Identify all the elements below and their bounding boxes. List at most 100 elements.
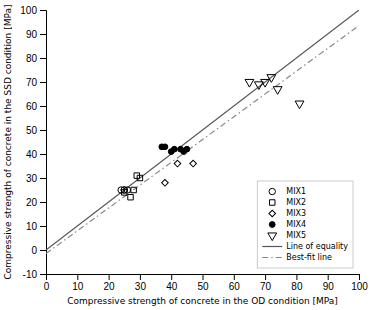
x-tick-label: 20 [104, 281, 116, 292]
y-tick-mark [40, 226, 46, 227]
legend: MIX1 MIX2 MIX3 MIX4 MIX5 Line of equality Best… [257, 181, 353, 268]
y-tick: 10 [26, 221, 46, 232]
y-tick-label: 10 [26, 221, 38, 232]
x-tick-mark [296, 274, 297, 280]
y-tick: -10 [23, 269, 46, 280]
x-tick: 10 [72, 274, 84, 292]
point [122, 190, 127, 195]
x-tick-mark [203, 274, 204, 280]
point [174, 160, 181, 167]
x-tick-label: 80 [291, 281, 303, 292]
legend-swatch [262, 246, 282, 247]
y-tick-label: 30 [26, 173, 38, 184]
x-tick-label: 70 [260, 281, 272, 292]
x-tick-mark [328, 274, 329, 280]
y-tick-mark [40, 250, 46, 251]
y-tick-mark [40, 82, 46, 83]
y-tick-mark [40, 178, 46, 179]
point [267, 75, 276, 83]
point [171, 146, 177, 152]
y-tick-mark [40, 106, 46, 107]
point [273, 87, 282, 95]
x-tick-label: 60 [229, 281, 241, 292]
y-axis: -10 0 10 20 30 40 50 60 70 80 90 100 [20, 5, 46, 280]
y-tick-mark [40, 202, 46, 203]
legend-label: MIX3 [286, 209, 306, 218]
y-axis-title: Compressive strength of concrete in the … [3, 4, 13, 279]
x-tick-mark [109, 274, 110, 280]
y-tick: 0 [31, 245, 46, 256]
point [245, 79, 254, 87]
legend-item: MIX5 [268, 231, 306, 240]
x-tick-mark [265, 274, 266, 280]
x-axis-line [47, 275, 360, 281]
y-tick-mark [40, 34, 46, 35]
chart: 0102030405060708090100-10010203040506070… [0, 0, 371, 310]
x-tick-label: 100 [351, 281, 368, 292]
x-tick-mark [140, 274, 141, 280]
y-tick-label: 0 [31, 245, 37, 256]
point [162, 144, 168, 150]
point [261, 79, 270, 87]
y-tick-label: 80 [26, 53, 38, 64]
x-tick-label: 90 [323, 281, 335, 292]
y-tick-mark [40, 154, 46, 155]
x-tick-label: 10 [72, 281, 84, 292]
x-tick: 40 [166, 274, 178, 292]
x-tick: 100 [351, 274, 368, 292]
x-tick: 60 [229, 274, 241, 292]
plot: 0102030405060708090100-10010203040506070… [20, 5, 368, 292]
legend-label: MIX1 [286, 187, 306, 196]
point [190, 160, 197, 167]
y-tick-mark [40, 10, 46, 11]
legend-swatch [269, 188, 275, 194]
x-axis: 0102030405060708090100 [44, 274, 369, 292]
y-tick-mark [40, 130, 46, 131]
legend-label: MIX4 [286, 220, 306, 229]
y-tick-mark [40, 58, 46, 59]
legend-label: MIX5 [286, 231, 306, 240]
x-tick-label: 0 [44, 281, 50, 292]
legend-label: MIX2 [286, 198, 306, 207]
y-tick: 40 [26, 149, 46, 160]
y-tick-label: 50 [26, 125, 38, 136]
y-tick-label: 100 [20, 5, 37, 16]
x-tick: 30 [135, 274, 147, 292]
x-tick: 80 [291, 274, 303, 292]
x-tick: 20 [104, 274, 116, 292]
y-tick: 50 [26, 125, 46, 136]
y-tick: 80 [26, 53, 46, 64]
x-tick-label: 30 [135, 281, 147, 292]
y-tick-label: 70 [26, 77, 38, 88]
x-tick-mark [359, 274, 360, 280]
y-tick: 60 [26, 101, 46, 112]
y-axis-line [40, 11, 47, 275]
legend-label: Best-fit line [286, 253, 332, 262]
x-tick-label: 40 [166, 281, 178, 292]
point [128, 194, 133, 199]
y-tick-mark [40, 274, 46, 275]
y-tick-label: -10 [23, 269, 38, 280]
legend-label: Line of equality [286, 242, 348, 251]
x-tick-mark [171, 274, 172, 280]
legend-item: Best-fit line [262, 253, 332, 262]
point [184, 146, 190, 152]
x-tick-mark [234, 274, 235, 280]
x-axis-title: Compressive strength of concrete in the … [67, 296, 338, 306]
legend-swatch [269, 210, 276, 217]
point [131, 187, 136, 192]
legend-frame [257, 181, 353, 268]
point [254, 82, 263, 90]
point [137, 175, 142, 180]
legend-item: MIX1 [269, 187, 306, 196]
y-tick-label: 40 [26, 149, 38, 160]
legend-item: MIX4 [269, 220, 306, 229]
y-tick: 100 [20, 5, 46, 16]
legend-swatch [269, 222, 275, 228]
y-tick: 90 [26, 29, 46, 40]
legend-swatch [269, 200, 274, 205]
legend-item: MIX3 [269, 209, 306, 218]
point [162, 179, 169, 186]
y-tick: 20 [26, 197, 46, 208]
y-tick-label: 90 [26, 29, 38, 40]
